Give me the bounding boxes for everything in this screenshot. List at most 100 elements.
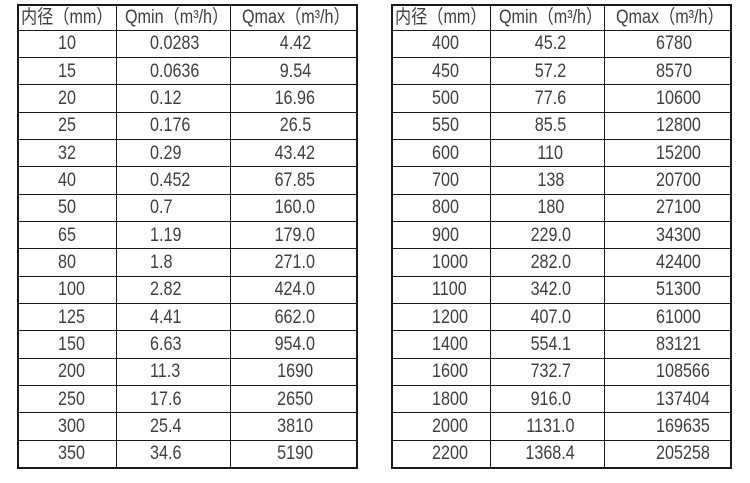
table-row: 550 85.5 12800 bbox=[391, 111, 732, 140]
cell-value: 57.2 bbox=[534, 60, 567, 82]
table-cell: 8570 bbox=[603, 56, 732, 86]
cell-value: 0.0636 bbox=[149, 60, 199, 82]
cell-value: 800 bbox=[432, 197, 459, 219]
table-cell: 15 bbox=[17, 56, 117, 86]
table-cell: 400 bbox=[391, 29, 491, 58]
table-cell: 1100 bbox=[391, 275, 491, 304]
cell-value: 110 bbox=[537, 142, 564, 164]
cell-value: 61000 bbox=[655, 306, 701, 328]
table-cell: 0.452 bbox=[115, 166, 231, 195]
table-cell: 77.6 bbox=[489, 84, 605, 113]
cell-value: 42400 bbox=[655, 251, 701, 273]
table-cell: 25.4 bbox=[115, 412, 231, 441]
table-cell: 138 bbox=[489, 166, 605, 195]
cell-value: 8570 bbox=[655, 60, 692, 82]
cell-value: 25.4 bbox=[149, 415, 181, 437]
table-cell: 550 bbox=[391, 111, 491, 140]
cell-value: 300 bbox=[58, 415, 85, 437]
table-row: 1600 732.7 108566 bbox=[391, 357, 732, 386]
cell-value: 4.41 bbox=[149, 306, 181, 328]
cell-value: 5190 bbox=[277, 443, 314, 465]
cell-value: 550 bbox=[432, 115, 459, 137]
table-cell: 1600 bbox=[391, 357, 491, 386]
table-row: 800 180 27100 bbox=[391, 193, 732, 222]
cell-value: 4.42 bbox=[279, 33, 311, 55]
table-cell: 450 bbox=[391, 56, 491, 86]
table-cell: 1000 bbox=[391, 248, 491, 277]
cell-value: 137404 bbox=[655, 388, 710, 410]
table-cell: 6780 bbox=[603, 29, 732, 58]
cell-value: 10600 bbox=[655, 87, 701, 109]
table-cell: 407.0 bbox=[489, 302, 605, 332]
table-cell: 42400 bbox=[603, 248, 732, 277]
table-cell: 9.54 bbox=[229, 56, 358, 86]
table-cell: 300 bbox=[17, 412, 117, 441]
cell-value: 662.0 bbox=[275, 306, 316, 328]
cell-value: 1400 bbox=[432, 333, 468, 355]
cell-value: 554.1 bbox=[530, 333, 571, 355]
table-row: 400 45.2 6780 bbox=[391, 29, 732, 58]
cell-value: 34300 bbox=[655, 224, 701, 246]
table-cell: 179.0 bbox=[229, 220, 358, 250]
cell-value: 25 bbox=[58, 115, 76, 137]
cell-value: 2650 bbox=[277, 388, 314, 410]
table-cell: 1.8 bbox=[115, 248, 231, 277]
table-row: 600 110 15200 bbox=[391, 138, 732, 168]
table-row: 1400 554.1 83121 bbox=[391, 330, 732, 359]
cell-value: 85.5 bbox=[534, 115, 567, 137]
table-cell: 954.0 bbox=[229, 330, 358, 359]
table-cell: 10 bbox=[17, 29, 117, 58]
table-cell: 83121 bbox=[603, 330, 732, 359]
cell-value: 150 bbox=[58, 333, 85, 355]
table-cell: 1200 bbox=[391, 302, 491, 332]
cell-value: 77.6 bbox=[534, 87, 567, 109]
table-row: 150 6.63 954.0 bbox=[17, 330, 358, 359]
table-row: 32 0.29 43.42 bbox=[17, 138, 358, 168]
table-cell: 271.0 bbox=[229, 248, 358, 277]
table-cell: 732.7 bbox=[489, 357, 605, 386]
table-cell: 350 bbox=[17, 439, 117, 469]
column-header-label: Qmin（m³/h） bbox=[124, 7, 228, 29]
column-header-qmin: Qmin（m³/h） bbox=[115, 4, 231, 31]
table-cell: 15200 bbox=[603, 138, 732, 168]
cell-value: 50 bbox=[58, 197, 76, 219]
table-cell: 0.12 bbox=[115, 84, 231, 113]
cell-value: 138 bbox=[537, 169, 564, 191]
table-cell: 662.0 bbox=[229, 302, 358, 332]
cell-value: 1800 bbox=[432, 388, 468, 410]
cell-value: 108566 bbox=[655, 361, 710, 383]
cell-value: 342.0 bbox=[530, 279, 571, 301]
table-cell: 282.0 bbox=[489, 248, 605, 277]
table-row: 1100 342.0 51300 bbox=[391, 275, 732, 304]
table-row: 125 4.41 662.0 bbox=[17, 302, 358, 332]
table-row: 300 25.4 3810 bbox=[17, 412, 358, 441]
header-row: 内径（mm） Qmin（m³/h） Qmax（m³/h） bbox=[391, 4, 732, 31]
cell-value: 0.176 bbox=[149, 115, 190, 137]
table-cell: 0.0283 bbox=[115, 29, 231, 58]
table-row: 50 0.7 160.0 bbox=[17, 193, 358, 222]
table-cell: 20 bbox=[17, 84, 117, 113]
table-cell: 65 bbox=[17, 220, 117, 250]
cell-value: 1.19 bbox=[149, 224, 181, 246]
cell-value: 0.452 bbox=[149, 169, 190, 191]
table-cell: 3810 bbox=[229, 412, 358, 441]
table-cell: 169635 bbox=[603, 412, 732, 441]
table-cell: 5190 bbox=[229, 439, 358, 469]
table-cell: 2000 bbox=[391, 412, 491, 441]
cell-value: 67.85 bbox=[275, 169, 316, 191]
table-cell: 2650 bbox=[229, 384, 358, 414]
flow-table-small-diameters: 内径（mm） Qmin（m³/h） Qmax（m³/h） 10 0.0283 4.4… bbox=[17, 4, 358, 469]
cell-value: 1690 bbox=[277, 361, 314, 383]
table-cell: 57.2 bbox=[489, 56, 605, 86]
table-row: 450 57.2 8570 bbox=[391, 56, 732, 86]
cell-value: 271.0 bbox=[275, 251, 316, 273]
table-cell: 16.96 bbox=[229, 84, 358, 113]
cell-value: 1368.4 bbox=[525, 443, 576, 465]
table-cell: 27100 bbox=[603, 193, 732, 222]
table-row: 2000 1131.0 169635 bbox=[391, 412, 732, 441]
table-cell: 51300 bbox=[603, 275, 732, 304]
cell-value: 350 bbox=[58, 443, 85, 465]
cell-value: 916.0 bbox=[530, 388, 571, 410]
table-cell: 100 bbox=[17, 275, 117, 304]
cell-value: 2000 bbox=[432, 415, 468, 437]
